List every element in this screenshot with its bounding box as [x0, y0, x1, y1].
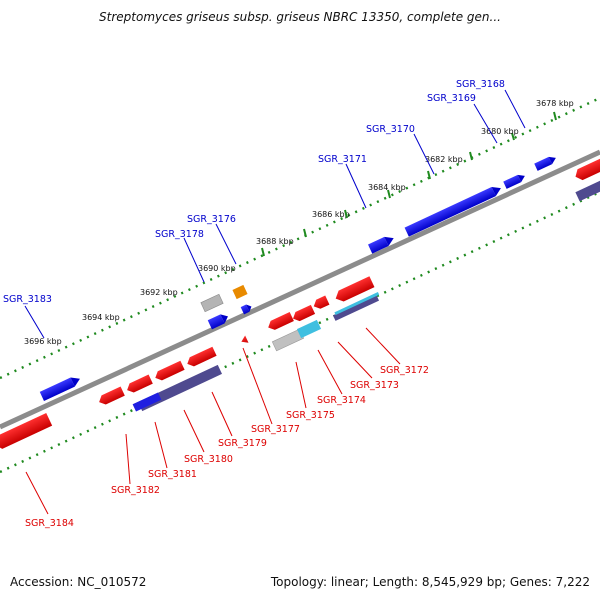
gene-sgr-3173[interactable]: [312, 295, 330, 311]
gene-sgr-3171[interactable]: [368, 234, 396, 254]
feature-purple-right-edge: [575, 178, 600, 202]
ruler-label-3688: 3688 kbp: [256, 237, 294, 246]
label-sgr-3171[interactable]: SGR_3171: [318, 154, 367, 165]
feature-cyan: [334, 292, 380, 316]
gene-sgr-3180[interactable]: [153, 360, 185, 383]
gene-sgr-3168[interactable]: [534, 154, 557, 171]
backbone-line: [0, 149, 600, 430]
reverse-gene-track: [0, 156, 600, 451]
reverse-gene-labels: SGR_3172 SGR_3173 SGR_3174 SGR_3175 SGR_…: [25, 327, 429, 529]
ruler-label-3680: 3680 kbp: [481, 127, 519, 136]
feature-cyan-lower: [296, 319, 322, 339]
gene-sgr-3178[interactable]: [207, 312, 230, 330]
label-sgr-3173[interactable]: SGR_3173: [350, 380, 399, 391]
feature-gray-upper: [200, 293, 224, 313]
gene-sgr-3170[interactable]: [404, 184, 503, 237]
label-sgr-3178[interactable]: SGR_3178: [155, 229, 204, 240]
gene-sgr-3174[interactable]: [291, 304, 316, 323]
label-sgr-3180[interactable]: SGR_3180: [184, 454, 233, 465]
label-sgr-3179[interactable]: SGR_3179: [218, 438, 267, 449]
ruler-label-3686: 3686 kbp: [312, 210, 350, 219]
label-sgr-3168[interactable]: SGR_3168: [456, 79, 505, 90]
ruler-label-3694: 3694 kbp: [82, 313, 120, 322]
label-sgr-3172[interactable]: SGR_3172: [380, 365, 429, 376]
ruler-label-3684: 3684 kbp: [368, 183, 406, 192]
label-sgr-3177[interactable]: SGR_3177: [251, 424, 300, 435]
feature-orange: [232, 284, 248, 300]
gene-sgr-3184[interactable]: [0, 412, 53, 451]
label-sgr-3184[interactable]: SGR_3184: [25, 518, 74, 529]
feature-purple-upper-mid: [332, 295, 380, 321]
label-sgr-3175[interactable]: SGR_3175: [286, 410, 335, 421]
ruler-label-3696: 3696 kbp: [24, 337, 62, 346]
accession-text: Accession: NC_010572: [10, 575, 147, 589]
ruler-label-3690: 3690 kbp: [198, 264, 236, 273]
label-sgr-3181[interactable]: SGR_3181: [148, 469, 197, 480]
backbone: [0, 149, 600, 430]
gene-sgr-3169[interactable]: [503, 172, 526, 189]
gene-sgr-3175[interactable]: [266, 311, 294, 332]
gene-sgr-3177[interactable]: [240, 335, 249, 346]
label-sgr-3176[interactable]: SGR_3176: [187, 214, 236, 225]
label-sgr-3170[interactable]: SGR_3170: [366, 124, 415, 135]
gene-sgr-3172[interactable]: [333, 276, 375, 304]
map-title: Streptomyces griseus subsp. griseus NBRC…: [99, 10, 501, 24]
ruler-label-3692: 3692 kbp: [140, 288, 178, 297]
label-sgr-3182[interactable]: SGR_3182: [111, 485, 160, 496]
gene-sgr-3183[interactable]: [39, 374, 82, 401]
gene-sgr-3179[interactable]: [185, 346, 217, 369]
feature-blue-lower: [132, 392, 162, 412]
label-sgr-3174[interactable]: SGR_3174: [317, 395, 366, 406]
ruler-label-3678: 3678 kbp: [536, 99, 574, 108]
gene-edge-right-red: [575, 156, 600, 181]
label-sgr-3169[interactable]: SGR_3169: [427, 93, 476, 104]
forward-gene-labels: SGR_3168 SGR_3169 SGR_3170 SGR_3171 SGR_…: [3, 79, 526, 339]
label-sgr-3183[interactable]: SGR_3183: [3, 294, 52, 305]
ruler-labels: 3678 kbp 3680 kbp 3682 kbp 3684 kbp 3686…: [24, 99, 574, 346]
gene-sgr-3181[interactable]: [125, 374, 153, 395]
gene-sgr-3182[interactable]: [97, 386, 125, 407]
forward-gene-track: [39, 154, 557, 401]
genome-summary-text: Topology: linear; Length: 8,545,929 bp; …: [270, 575, 590, 589]
ruler-label-3682: 3682 kbp: [425, 155, 463, 164]
gene-sgr-3176[interactable]: [240, 303, 253, 315]
